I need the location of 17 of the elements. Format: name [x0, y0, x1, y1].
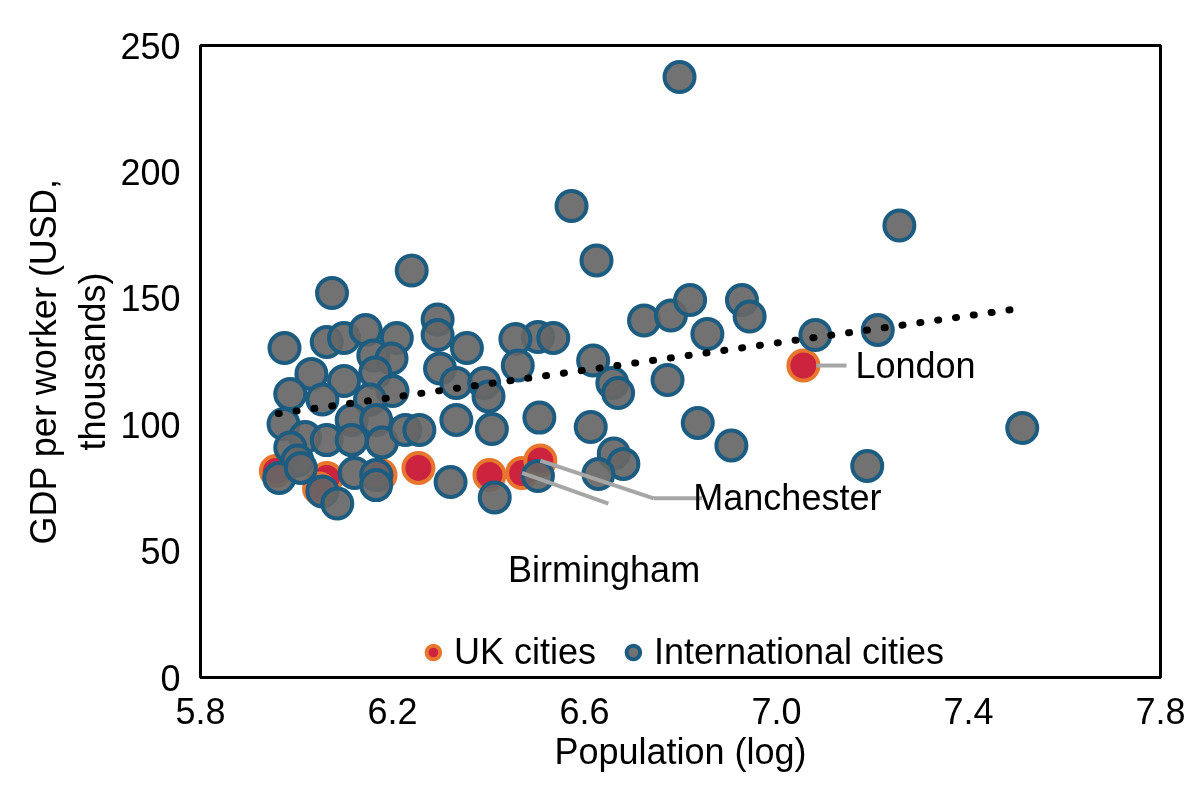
x-tick-label: 7.0 — [751, 690, 802, 732]
annotation: London — [855, 345, 976, 387]
annotation: Birmingham — [508, 549, 701, 591]
legend-label: UK cities — [453, 631, 596, 673]
y-tick-label: 250 — [120, 25, 181, 67]
x-tick-label: 7.8 — [1135, 690, 1186, 732]
y-tick-label: 50 — [140, 531, 181, 573]
y-tick-label: 100 — [120, 404, 181, 446]
y-tick-label: 150 — [120, 278, 181, 320]
x-tick-label: 6.2 — [367, 690, 418, 732]
x-axis-title: Population (log) — [554, 730, 807, 772]
annotation: Manchester — [693, 477, 882, 519]
y-axis-title: GDP per worker (USD, thousands) — [23, 179, 114, 545]
x-tick-label: 7.4 — [943, 690, 994, 732]
y-tick-label: 200 — [120, 151, 181, 193]
legend-label: International cities — [653, 631, 945, 673]
x-tick-label: 6.6 — [559, 690, 610, 732]
